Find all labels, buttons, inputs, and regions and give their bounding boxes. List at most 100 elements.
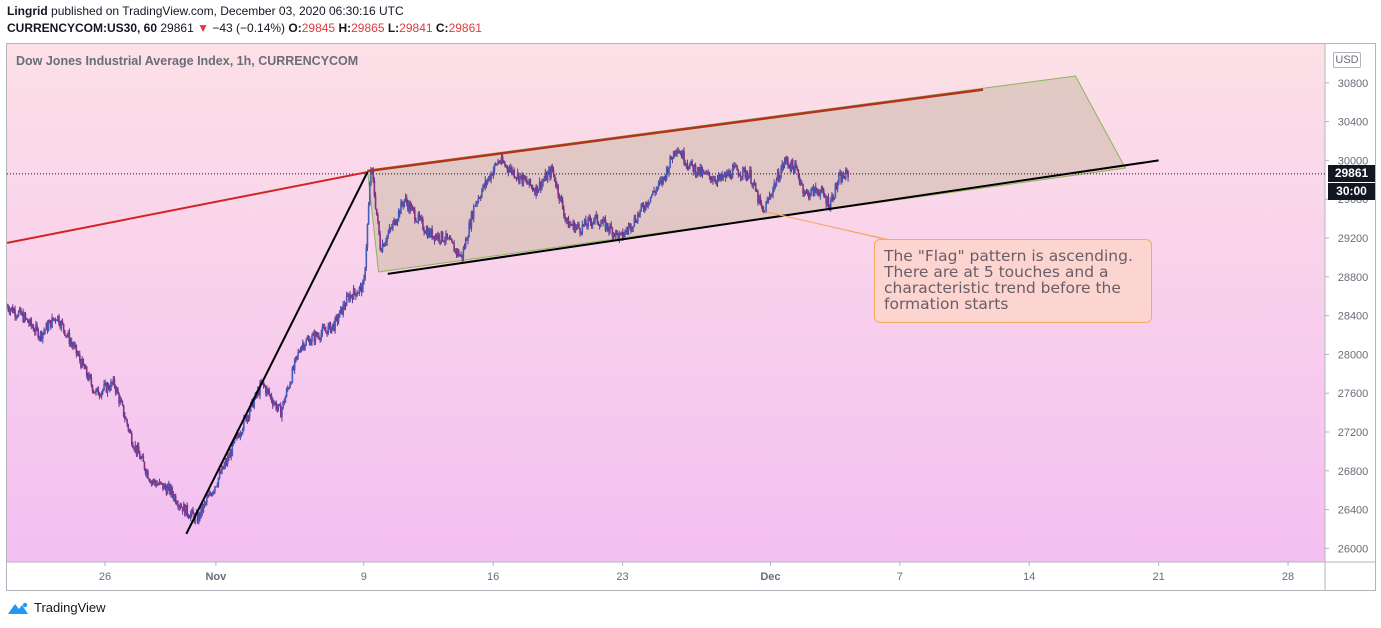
candle-body: [83, 364, 86, 370]
candle-body: [53, 318, 56, 320]
candle-body: [397, 210, 400, 220]
candle-body: [490, 173, 492, 180]
candle-body: [228, 456, 230, 459]
candle-body: [126, 419, 128, 425]
candle-body: [521, 174, 524, 184]
candle-body: [737, 170, 740, 176]
candle-body: [210, 494, 213, 496]
candle-body: [234, 437, 237, 439]
candle-body: [453, 243, 455, 252]
candle-body: [499, 162, 502, 164]
candle-body: [427, 230, 430, 238]
candle-body: [407, 202, 409, 211]
candle-body: [364, 267, 366, 279]
candle-body: [523, 175, 526, 180]
candle-body: [147, 470, 149, 479]
candle-body: [529, 178, 532, 186]
candle-body: [209, 492, 212, 495]
open-value: 29845: [301, 21, 336, 35]
candle-body: [631, 228, 633, 231]
candle-body: [477, 198, 480, 202]
candle-body: [795, 163, 797, 168]
flag-upper-line[interactable]: [367, 88, 984, 173]
candle-body: [129, 430, 132, 434]
candle-body: [403, 199, 406, 206]
candle-body: [769, 195, 772, 197]
candle-body: [95, 390, 97, 394]
candle-body: [356, 293, 358, 297]
candle-body: [102, 389, 104, 392]
red-trendline[interactable]: [7, 171, 368, 244]
candle-body: [91, 384, 94, 392]
chart-canvas[interactable]: 26000 26400 26800 27200 27600 28000 28400 28800…: [7, 44, 1376, 591]
candle-body: [678, 151, 681, 154]
candle-body: [262, 380, 265, 385]
candle-body: [642, 205, 645, 209]
candle-body: [299, 350, 302, 352]
candle-body: [341, 307, 343, 315]
candle-body: [543, 179, 546, 181]
candle-body: [39, 331, 42, 338]
candle-body: [658, 181, 661, 183]
candle-body: [150, 481, 153, 484]
published-text: published on TradingView.com, December 0…: [51, 4, 404, 18]
candle-body: [646, 202, 648, 206]
candle-body: [725, 172, 728, 178]
candle-body: [50, 320, 52, 328]
footer-brand-text: TradingView: [34, 600, 106, 615]
candle-body: [613, 233, 616, 237]
candle-body: [127, 424, 130, 431]
candle-body: [446, 233, 448, 239]
candle-body: [288, 387, 290, 389]
candle-body: [497, 161, 499, 165]
x-tick-label: 9: [361, 571, 367, 583]
footer-brand[interactable]: TradingView: [7, 600, 106, 615]
candle-body: [57, 315, 59, 321]
candle-body: [217, 477, 220, 485]
candle-body: [847, 171, 849, 178]
candle-body: [802, 184, 804, 193]
candle-body: [754, 182, 757, 192]
candle-body: [787, 160, 789, 166]
candle-body: [90, 377, 93, 385]
candle-body: [316, 335, 319, 337]
candle-body: [17, 311, 20, 317]
candle-body: [78, 354, 81, 361]
candle-body: [552, 169, 555, 174]
candle-body: [520, 174, 522, 177]
candle-body: [308, 338, 311, 346]
currency-label[interactable]: USD: [1333, 52, 1361, 68]
callout-note[interactable]: The "Flag" pattern is ascending. There a…: [874, 239, 1152, 323]
candle-body: [724, 173, 727, 178]
candle-body: [352, 288, 355, 300]
candle-body: [313, 333, 316, 342]
candle-body: [441, 231, 444, 241]
flag-lower-line[interactable]: [387, 159, 1159, 275]
candle-body: [444, 240, 446, 242]
candle-body: [109, 389, 111, 391]
candle-body: [61, 321, 64, 324]
candle-body: [14, 309, 16, 317]
candle-body: [637, 213, 639, 223]
candle-body: [295, 356, 297, 360]
flagpole-line[interactable]: [185, 171, 369, 535]
candle-body: [440, 231, 443, 242]
candle-body: [567, 218, 570, 228]
candle-body: [378, 221, 380, 235]
candle-body: [717, 174, 720, 179]
candle-body: [192, 509, 194, 515]
candle-body: [370, 170, 372, 185]
candle-body: [519, 176, 521, 182]
candle-body: [515, 177, 518, 179]
candle-body: [33, 331, 36, 333]
author-name[interactable]: Lingrid: [7, 4, 48, 18]
candle-body: [609, 224, 611, 232]
candle-body: [474, 205, 476, 207]
candle-body: [18, 308, 21, 312]
candle-body: [329, 322, 332, 333]
chart-area[interactable]: 26000 26400 26800 27200 27600 28000 28400 28800…: [6, 43, 1376, 591]
candle-body: [561, 200, 564, 209]
candle-body: [47, 323, 50, 331]
candle-body: [688, 164, 691, 169]
candle-body: [478, 198, 481, 200]
